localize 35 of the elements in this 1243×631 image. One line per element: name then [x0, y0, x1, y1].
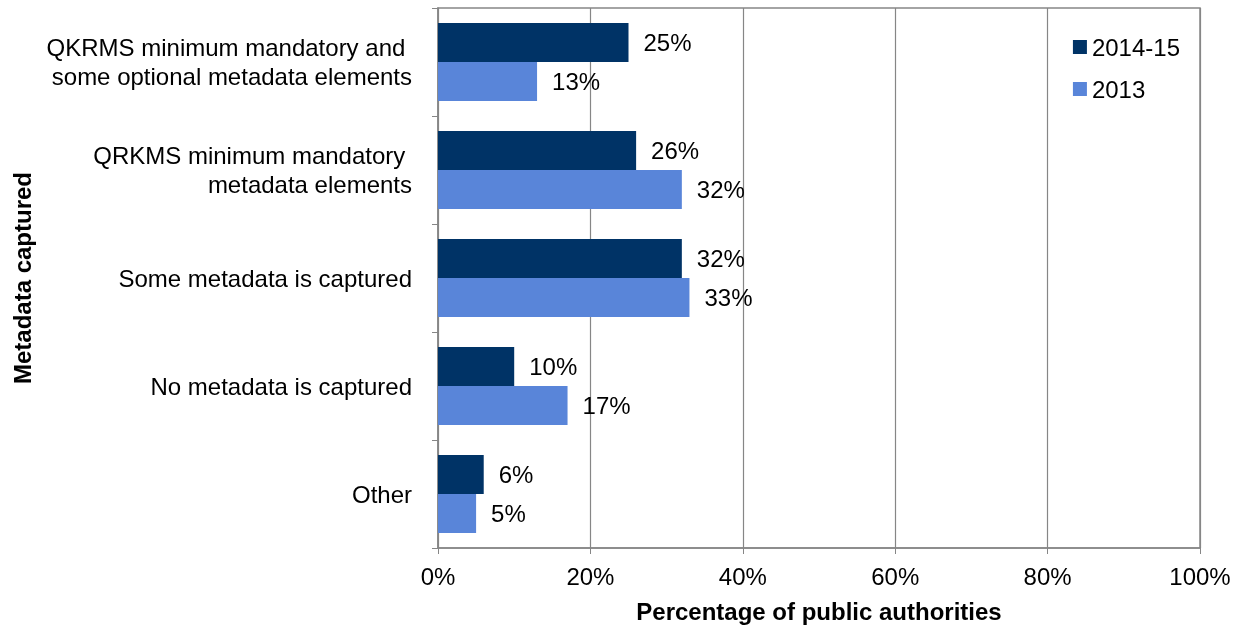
data-label: 32% [696, 175, 745, 203]
x-tick-label: 100% [1169, 562, 1231, 590]
data-label: 26% [651, 137, 700, 165]
y-axis-title: Metadata captured [8, 171, 36, 385]
bar [438, 386, 568, 425]
x-axis-title: Percentage of public authorities [636, 597, 1002, 625]
bar [438, 494, 477, 533]
x-tick-label: 40% [718, 562, 767, 590]
y-tick-label: QRKMS minimum mandatory metadata elements [93, 142, 412, 198]
data-label: 6% [498, 461, 534, 489]
x-tick-label: 80% [1023, 562, 1072, 590]
data-label: 10% [529, 353, 578, 381]
y-tick-label: QKRMS minimum mandatory and some optional metadata elements [46, 34, 412, 90]
bar [438, 455, 484, 494]
data-label: 33% [704, 283, 753, 311]
y-tick-label: Some metadata is captured [118, 264, 412, 292]
y-tick-label: Other [351, 480, 412, 508]
y-tick-label: No metadata is captured [150, 372, 412, 400]
legend-label: 2014-15 [1091, 33, 1180, 61]
bar [438, 23, 629, 62]
data-label: 5% [491, 499, 526, 527]
bar [438, 239, 682, 278]
legend-label: 2013 [1091, 75, 1146, 103]
bar [438, 278, 690, 317]
bar [438, 131, 637, 170]
data-label: 17% [582, 391, 631, 419]
bar [438, 347, 515, 386]
bar [438, 170, 682, 209]
bar [438, 62, 538, 101]
x-tick-label: 0% [420, 562, 456, 590]
data-label: 25% [643, 29, 692, 57]
data-label: 32% [696, 245, 745, 273]
x-tick-label: 20% [566, 562, 615, 590]
data-label: 13% [552, 67, 601, 95]
x-tick-label: 60% [871, 562, 920, 590]
